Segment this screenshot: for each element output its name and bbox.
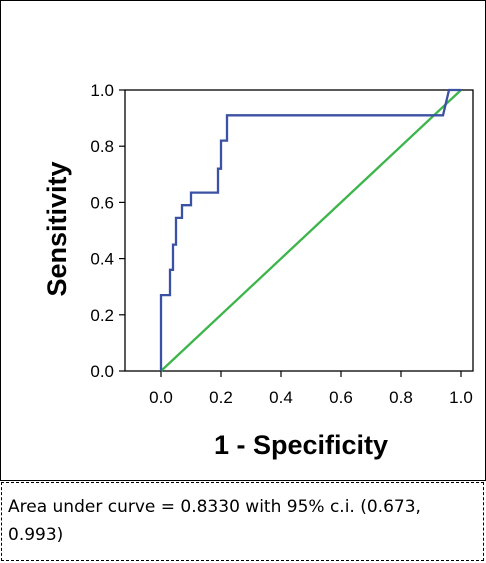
y-tick-label-4: 0.8 (90, 137, 114, 156)
auc-caption: Area under curve = 0.8330 with 95% c.i. … (1, 482, 484, 561)
y-tick-label-5: 1.0 (90, 81, 114, 100)
x-tick-label-1: 0.2 (209, 388, 233, 407)
plot-area-border (124, 89, 474, 372)
series-line-0 (159, 88, 461, 371)
y-tick-label-0: 0.0 (90, 362, 114, 381)
x-tick-labels: 0.0 0.2 0.4 0.6 0.8 1.0 (149, 388, 473, 407)
x-tick-label-4: 0.8 (389, 388, 413, 407)
y-tick-label-2: 0.4 (90, 250, 114, 269)
x-tick-label-2: 0.4 (269, 388, 293, 407)
roc-chart: 0.0 0.2 0.4 0.6 0.8 1.0 0.0 0.2 0.4 0.6 0.8 1.0 1 … (42, 81, 474, 460)
y-tick-label-1: 0.2 (90, 306, 114, 325)
x-tick-label-0: 0.0 (149, 388, 173, 407)
figure-frame: 0.0 0.2 0.4 0.6 0.8 1.0 0.0 0.2 0.4 0.6 0.8 1.0 1 … (0, 0, 486, 481)
series-lines (159, 88, 462, 372)
series-line-1 (160, 89, 462, 372)
x-axis-ticks (160, 371, 462, 377)
x-axis-title: 1 - Specificity (214, 430, 388, 460)
y-axis-title: Sensitivity (42, 161, 72, 296)
y-tick-label-3: 0.6 (90, 193, 114, 212)
y-tick-labels: 0.0 0.2 0.4 0.6 0.8 1.0 (90, 81, 114, 381)
y-axis-ticks (119, 89, 125, 372)
x-tick-label-5: 1.0 (449, 388, 473, 407)
x-tick-label-3: 0.6 (329, 388, 353, 407)
